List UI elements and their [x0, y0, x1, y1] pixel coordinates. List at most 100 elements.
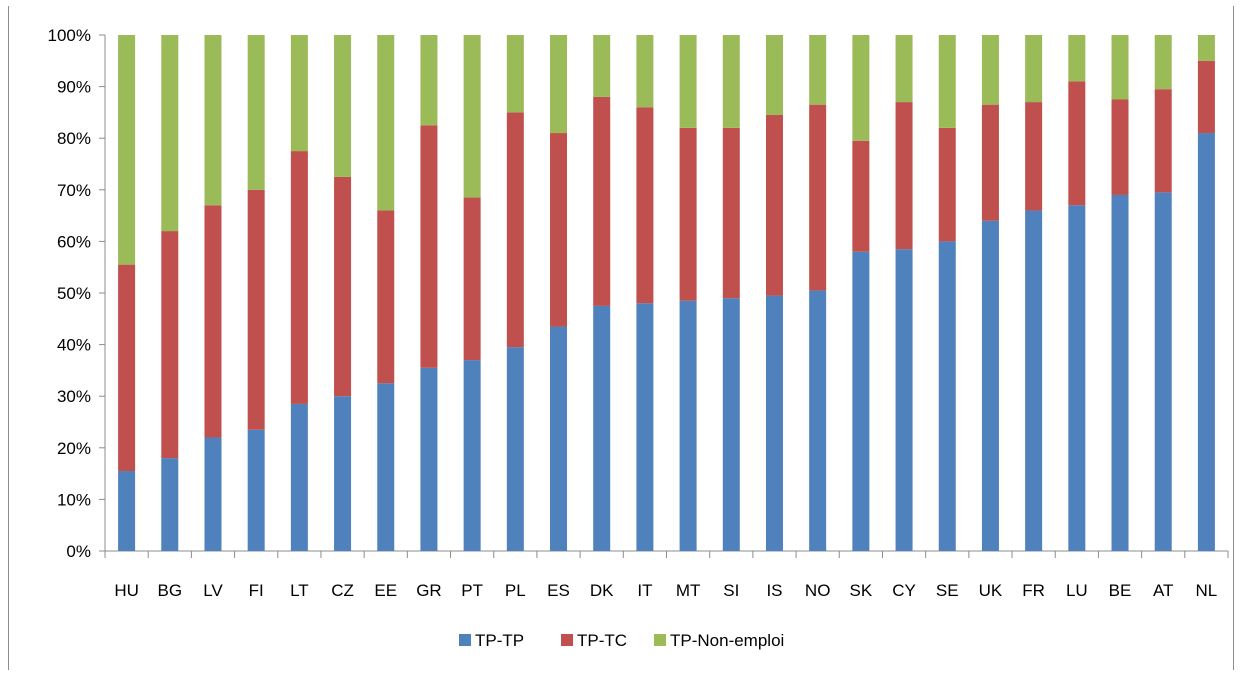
- x-category-label: CY: [892, 581, 916, 600]
- x-category-label: HU: [114, 581, 139, 600]
- bar-lv-tp-tp: [204, 437, 222, 551]
- bar-si-tp-non-emploi: [722, 35, 740, 128]
- bar-es-tp-non-emploi: [550, 35, 568, 134]
- bar-no-tp-tc: [809, 104, 827, 291]
- labels: 0% 10% 20% 30% 40% 50% 60% 70% 80% 90% 100% HU BG LV F…: [48, 26, 1218, 600]
- bar-pl-tp-tc: [506, 112, 524, 348]
- bars: [118, 35, 1215, 552]
- bar-at-tp-tc: [1154, 89, 1172, 193]
- bar-cy-tp-non-emploi: [895, 35, 913, 103]
- chart-frame: [8, 6, 1234, 670]
- bar-gr-tp-tp: [420, 367, 438, 551]
- legend-label: TP-Non-emploi: [670, 631, 784, 650]
- bar-es-tp-tc: [550, 133, 568, 327]
- bar-lu-tp-tc: [1068, 81, 1086, 206]
- x-category-label: LU: [1066, 581, 1088, 600]
- y-tick-label: 100%: [48, 26, 91, 45]
- y-tick-label: 0%: [66, 542, 91, 561]
- x-category-label: LT: [290, 581, 309, 600]
- bar-lv-tp-non-emploi: [204, 35, 222, 206]
- bar-cz-tp-tc: [334, 176, 352, 397]
- bar-uk-tp-non-emploi: [981, 35, 999, 105]
- bar-fr-tp-tc: [1025, 102, 1043, 211]
- bar-it-tp-non-emploi: [636, 35, 654, 108]
- bar-uk-tp-tc: [981, 104, 999, 221]
- bar-se-tp-tp: [938, 241, 956, 551]
- legend-label: TP-TC: [577, 631, 627, 650]
- bar-lt-tp-non-emploi: [290, 35, 308, 152]
- bar-at-tp-non-emploi: [1154, 35, 1172, 90]
- bar-se-tp-tc: [938, 127, 956, 242]
- bar-hu-tp-tc: [118, 264, 136, 472]
- y-tick-label: 10%: [57, 490, 91, 509]
- bar-sk-tp-non-emploi: [852, 35, 870, 141]
- bar-pt-tp-tp: [463, 360, 481, 551]
- bar-be-tp-tc: [1111, 99, 1129, 195]
- x-category-label: SI: [723, 581, 739, 600]
- x-category-label: PT: [461, 581, 483, 600]
- legend-swatch: [654, 634, 666, 646]
- legend-swatch: [459, 634, 471, 646]
- bar-lv-tp-tc: [204, 205, 222, 438]
- x-category-label: MT: [676, 581, 701, 600]
- x-category-label: EE: [374, 581, 397, 600]
- bar-si-tp-tc: [722, 127, 740, 299]
- bar-it-tp-tp: [636, 303, 654, 551]
- bar-is-tp-tc: [765, 114, 783, 296]
- bar-nl-tp-tp: [1197, 133, 1215, 552]
- x-category-label: LV: [203, 581, 223, 600]
- x-category-label: CZ: [331, 581, 354, 600]
- bar-es-tp-tp: [550, 326, 568, 551]
- bar-no-tp-non-emploi: [809, 35, 827, 105]
- legend-label: TP-TP: [475, 631, 524, 650]
- bar-dk-tp-tp: [593, 305, 611, 551]
- bar-nl-tp-non-emploi: [1197, 35, 1215, 61]
- bar-lt-tp-tc: [290, 151, 308, 404]
- y-tick-label: 50%: [57, 284, 91, 303]
- bar-be-tp-tp: [1111, 194, 1129, 551]
- bar-nl-tp-tc: [1197, 60, 1215, 134]
- x-category-label: DK: [590, 581, 614, 600]
- bar-lt-tp-tp: [290, 403, 308, 551]
- bar-at-tp-tp: [1154, 192, 1172, 551]
- x-category-label: FI: [249, 581, 264, 600]
- bar-gr-tp-tc: [420, 125, 438, 368]
- y-tick-label: 70%: [57, 181, 91, 200]
- bar-is-tp-non-emploi: [765, 35, 783, 115]
- bar-lu-tp-non-emploi: [1068, 35, 1086, 82]
- bar-hu-tp-tp: [118, 471, 136, 551]
- bar-gr-tp-non-emploi: [420, 35, 438, 126]
- bar-fi-tp-tp: [247, 429, 265, 551]
- bar-is-tp-tp: [765, 295, 783, 551]
- x-category-label: PL: [505, 581, 526, 600]
- bar-si-tp-tp: [722, 298, 740, 551]
- bar-cz-tp-non-emploi: [334, 35, 352, 177]
- bar-pt-tp-non-emploi: [463, 35, 481, 198]
- bar-bg-tp-tp: [161, 458, 179, 551]
- x-category-label: IT: [637, 581, 652, 600]
- legend: TP-TP TP-TC TP-Non-emploi: [459, 631, 784, 650]
- bar-ee-tp-non-emploi: [377, 35, 395, 211]
- bar-mt-tp-non-emploi: [679, 35, 697, 128]
- axes: [99, 34, 1229, 558]
- y-tick-label: 20%: [57, 439, 91, 458]
- bar-pl-tp-non-emploi: [506, 35, 524, 113]
- bar-mt-tp-tc: [679, 127, 697, 301]
- x-category-label: NL: [1196, 581, 1218, 600]
- bar-sk-tp-tc: [852, 140, 870, 252]
- bar-pt-tp-tc: [463, 197, 481, 361]
- bar-cy-tp-tc: [895, 102, 913, 250]
- y-tick-label: 30%: [57, 387, 91, 406]
- bar-cz-tp-tp: [334, 396, 352, 551]
- bar-fr-tp-non-emploi: [1025, 35, 1043, 103]
- x-category-label: AT: [1153, 581, 1173, 600]
- y-tick-label: 90%: [57, 78, 91, 97]
- x-category-label: BG: [158, 581, 183, 600]
- bar-no-tp-tp: [809, 290, 827, 551]
- legend-swatch: [561, 634, 573, 646]
- bar-dk-tp-non-emploi: [593, 35, 611, 97]
- bar-bg-tp-tc: [161, 231, 179, 459]
- bar-cy-tp-tp: [895, 249, 913, 551]
- bar-fr-tp-tp: [1025, 210, 1043, 551]
